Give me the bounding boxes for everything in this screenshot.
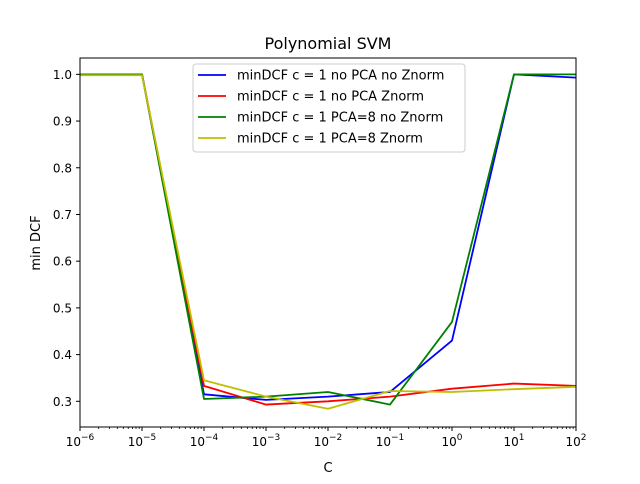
y-axis-label: min DCF xyxy=(29,215,44,270)
x-tick-exponent: −2 xyxy=(329,433,342,443)
x-tick-base: 10 xyxy=(66,435,81,449)
plot-frame xyxy=(79,57,577,428)
x-tick-label: 100 xyxy=(441,433,462,449)
legend-box xyxy=(192,63,466,153)
y-tick-label: 0.5 xyxy=(53,301,72,315)
legend-label: minDCF c = 1 no PCA Znorm xyxy=(237,90,424,105)
x-tick-label: 10−1 xyxy=(376,433,405,449)
y-tick-label: 0.3 xyxy=(53,395,72,409)
y-tick-label: 0.9 xyxy=(53,115,72,129)
y-tick-label: 0.4 xyxy=(53,348,72,362)
series-line-3 xyxy=(80,73,576,406)
x-tick-exponent: −6 xyxy=(81,433,95,443)
x-tick-exponent: 2 xyxy=(581,433,587,443)
x-tick-label: 102 xyxy=(565,433,586,449)
legend-label: minDCF c = 1 PCA=8 no Znorm xyxy=(237,111,443,126)
x-tick-exponent: −1 xyxy=(391,433,404,443)
x-tick-exponent: −4 xyxy=(205,433,219,443)
legend: minDCF c = 1 no PCA no Znorm minDCF c = 1… xyxy=(192,63,466,153)
y-axis-ticks: 0.3 0.4 0.5 0.6 0.7 0.8 0.9 1.0 xyxy=(53,68,80,409)
x-tick-base: 10 xyxy=(128,435,143,449)
x-tick-label: 10−4 xyxy=(190,433,219,449)
y-tick-label: 1.0 xyxy=(53,68,72,82)
y-tick-label: 0.6 xyxy=(53,255,72,269)
x-tick-label: 10−5 xyxy=(128,433,157,449)
x-tick-base: 10 xyxy=(376,435,391,449)
x-tick-base: 10 xyxy=(314,435,329,449)
x-axis-ticks: 10−6 10−5 10−4 10−3 10−2 10−1 100 101 102 xyxy=(66,427,587,449)
x-tick-exponent: −5 xyxy=(143,433,156,443)
x-tick-exponent: 1 xyxy=(519,433,525,443)
x-tick-exponent: 0 xyxy=(457,433,463,443)
chart-title: Polynomial SVM xyxy=(265,34,392,53)
y-tick-label: 0.8 xyxy=(53,161,72,175)
x-tick-label: 10−6 xyxy=(66,433,95,449)
y-tick-label: 0.7 xyxy=(53,208,72,222)
x-tick-label: 10−3 xyxy=(252,433,281,449)
x-tick-base: 10 xyxy=(441,435,456,449)
x-tick-base: 10 xyxy=(565,435,580,449)
x-axis-label: C xyxy=(323,461,332,476)
x-tick-label: 101 xyxy=(503,433,524,449)
x-tick-base: 10 xyxy=(190,435,205,449)
series-line-4 xyxy=(80,74,577,410)
legend-label: minDCF c = 1 PCA=8 Znorm xyxy=(237,132,423,147)
legend-label: minDCF c = 1 no PCA no Znorm xyxy=(237,69,444,84)
x-tick-label: 10−2 xyxy=(314,433,343,449)
x-tick-exponent: −3 xyxy=(267,433,280,443)
plot-lines xyxy=(80,73,577,410)
x-tick-base: 10 xyxy=(503,435,518,449)
x-tick-base: 10 xyxy=(252,435,267,449)
